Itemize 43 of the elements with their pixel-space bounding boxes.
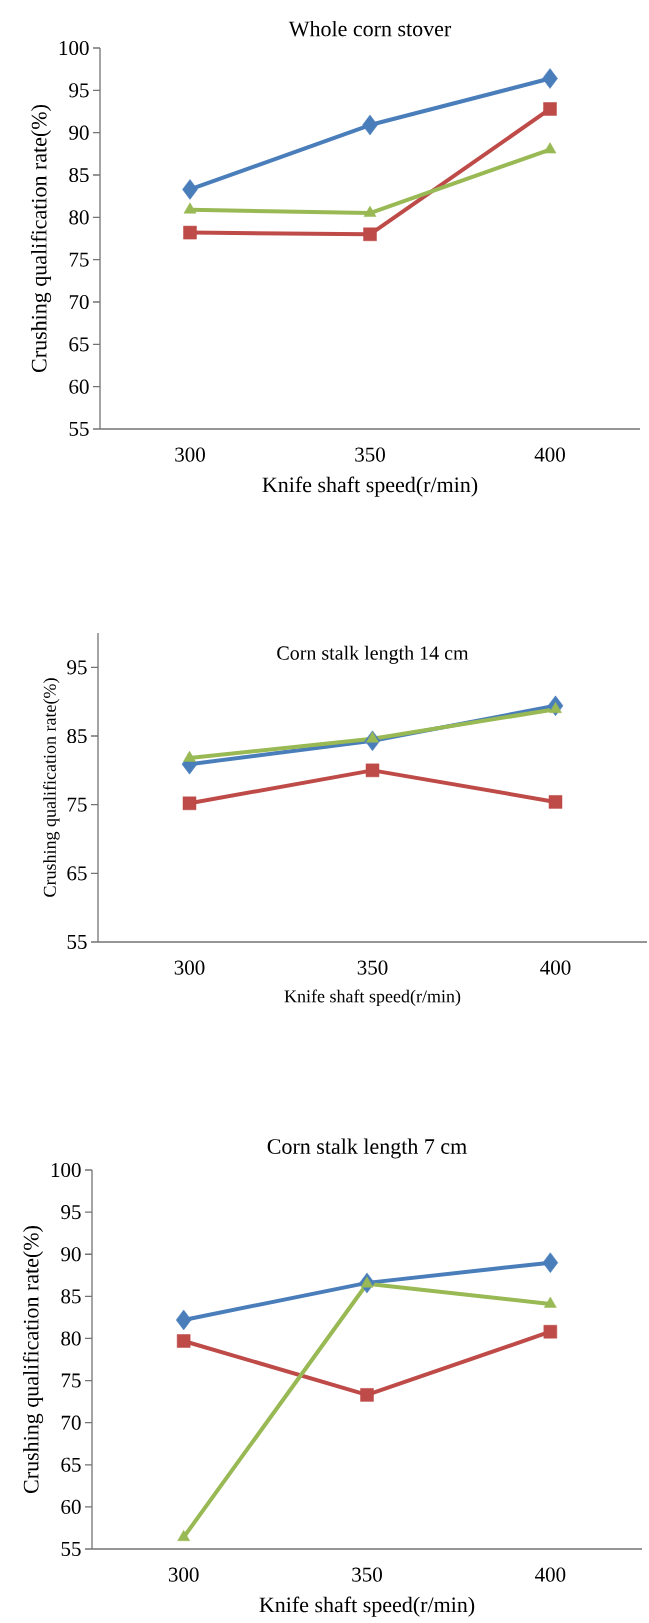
y-tick-label: 80 — [61, 1331, 81, 1346]
y-tick-label: 100 — [51, 1162, 81, 1178]
x-tick-label: 300 — [168, 1567, 199, 1582]
y-tick-label: 95 — [69, 83, 89, 98]
y-tick-label: 85 — [67, 728, 87, 744]
y-tick-label: 95 — [67, 660, 87, 675]
y-tick-label: 85 — [69, 167, 89, 183]
y-axis-title: Crushing qualification rate(%) — [30, 105, 52, 372]
y-tick-label: 55 — [67, 935, 87, 949]
y-tick-label: 95 — [61, 1205, 81, 1220]
x-tick-label: 400 — [534, 1567, 566, 1582]
y-tick-label: 60 — [61, 1499, 81, 1514]
x-axis-title: Knife shaft speed(r/min) — [259, 1596, 475, 1617]
x-axis-title: Knife shaft speed(r/min) — [262, 476, 478, 497]
x-tick-label: 350 — [352, 1567, 382, 1582]
chart-title: Whole corn stover — [288, 20, 452, 37]
y-axis-title: Crushing qualification rate(%) — [22, 1226, 44, 1494]
y-tick-label: 75 — [61, 1373, 81, 1388]
x-tick-label: 300 — [175, 447, 205, 462]
y-tick-label: 70 — [61, 1415, 81, 1430]
x-tick-label: 400 — [534, 447, 565, 462]
y-tick-label: 65 — [69, 337, 89, 352]
y-axis-title: Crushing qualification rate(%) — [43, 678, 60, 897]
y-tick-label: 80 — [69, 210, 89, 225]
y-tick-label: 60 — [69, 379, 89, 394]
y-tick-label: 65 — [67, 866, 87, 881]
chart-title: Corn stalk length 7 cm — [267, 1138, 467, 1159]
y-tick-label: 55 — [69, 422, 89, 436]
y-tick-label: 70 — [69, 294, 89, 310]
x-tick-label: 400 — [540, 960, 571, 975]
y-tick-label: 55 — [61, 1542, 81, 1556]
x-axis-title: Knife shaft speed(r/min) — [284, 989, 461, 1007]
y-tick-label: 90 — [61, 1247, 81, 1262]
y-tick-label: 90 — [69, 125, 89, 140]
text: Corn stalk length 14 cm — [277, 645, 469, 664]
y-tick-label: 85 — [61, 1289, 81, 1304]
y-tick-label: 100 — [59, 40, 89, 56]
y-tick-label: 65 — [61, 1457, 81, 1472]
x-tick-label: 350 — [355, 447, 385, 462]
y-tick-label: 75 — [67, 797, 87, 812]
x-tick-label: 350 — [357, 960, 388, 975]
x-tick-label: 300 — [174, 960, 205, 975]
y-tick-label: 75 — [69, 252, 89, 267]
